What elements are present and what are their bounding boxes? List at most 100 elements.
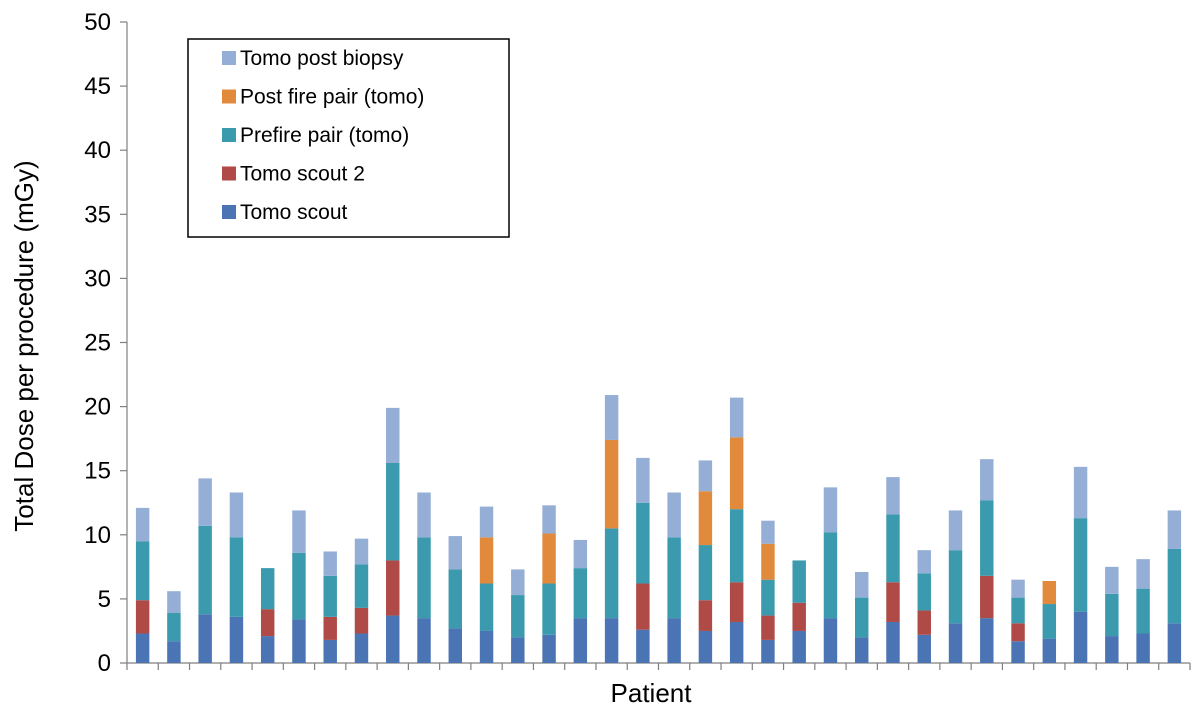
- bar-segment-prefire-pair-tomo: [511, 595, 525, 638]
- bar-segment-tomo-post-biopsy: [167, 591, 181, 614]
- bar-segment-tomo-scout-2: [636, 583, 650, 630]
- legend-label: Tomo post biopsy: [240, 47, 404, 70]
- bar-segment-tomo-post-biopsy: [886, 477, 900, 515]
- legend-swatch: [222, 51, 236, 65]
- bar-segment-prefire-pair-tomo: [729, 509, 744, 583]
- bar-segment-prefire-pair-tomo: [542, 583, 556, 635]
- y-axis-title: Total Dose per procedure (mGy): [9, 160, 39, 531]
- bar-segment-tomo-scout-2: [323, 616, 337, 640]
- bar-segment-tomo-scout: [917, 634, 931, 663]
- bar-segment-tomo-scout: [823, 618, 838, 663]
- bar-segment-tomo-post-biopsy: [604, 395, 619, 440]
- x-axis-title: Patient: [611, 678, 693, 708]
- bar-segment-tomo-scout: [980, 618, 994, 663]
- bar-segment-tomo-scout: [792, 630, 806, 663]
- bar-segment-tomo-post-biopsy: [1073, 466, 1088, 519]
- bar-segment-tomo-scout: [667, 618, 681, 663]
- bar-segment-prefire-pair-tomo: [917, 573, 931, 611]
- bar-segment-tomo-scout-2: [792, 602, 806, 631]
- bar-segment-tomo-post-biopsy: [448, 536, 463, 570]
- bar-segment-prefire-pair-tomo: [260, 568, 275, 610]
- bar-segment-prefire-pair-tomo: [980, 500, 994, 576]
- bar-segment-tomo-post-biopsy: [698, 460, 713, 492]
- bar-segment-prefire-pair-tomo: [229, 537, 244, 617]
- bar-segment-prefire-pair-tomo: [135, 541, 150, 601]
- bar-segment-prefire-pair-tomo: [167, 613, 181, 642]
- legend-swatch: [222, 89, 236, 104]
- y-tick-label: 45: [84, 73, 111, 100]
- bar-segment-tomo-post-biopsy: [636, 457, 650, 503]
- y-axis: 0 5 10 15 20 25 30 35 40 45 50: [84, 9, 128, 677]
- bar-segment-tomo-post-biopsy: [1136, 559, 1150, 589]
- bar-segment-tomo-scout: [135, 633, 150, 663]
- bar-segment-tomo-post-biopsy: [417, 492, 431, 538]
- bar-segment-tomo-post-biopsy: [292, 510, 306, 553]
- bars-group: [135, 395, 1182, 663]
- legend-label: Post fire pair (tomo): [240, 86, 424, 109]
- bar-segment-prefire-pair-tomo: [198, 525, 212, 615]
- legend-swatch: [222, 166, 236, 181]
- bar-segment-tomo-scout: [229, 616, 244, 663]
- bar-segment-tomo-scout: [354, 633, 369, 663]
- bar-segment-post-fire-pair-tomo: [698, 491, 713, 546]
- y-tick-label: 25: [84, 330, 111, 357]
- bar-segment-tomo-scout: [1073, 611, 1088, 663]
- y-tick-label: 15: [84, 458, 111, 485]
- bar-segment-prefire-pair-tomo: [823, 532, 838, 619]
- bar-segment-tomo-scout: [448, 628, 463, 663]
- bar-segment-prefire-pair-tomo: [1011, 597, 1025, 624]
- bar-segment-tomo-scout: [1136, 633, 1150, 663]
- bar-segment-tomo-scout-2: [980, 575, 994, 619]
- bar-segment-tomo-post-biopsy: [761, 520, 775, 544]
- bar-segment-tomo-scout-2: [886, 582, 900, 622]
- bar-segment-tomo-post-biopsy: [917, 550, 931, 574]
- legend: Tomo post biopsy Post fire pair (tomo) Pre…: [187, 38, 510, 238]
- bar-segment-tomo-post-biopsy: [511, 569, 525, 596]
- bar-segment-tomo-scout: [292, 619, 306, 663]
- bar-segment-prefire-pair-tomo: [323, 575, 337, 617]
- y-tick-label: 10: [84, 522, 111, 549]
- bar-segment-prefire-pair-tomo: [1073, 518, 1088, 612]
- bar-segment-tomo-scout-2: [135, 600, 150, 634]
- bar-segment-tomo-post-biopsy: [323, 551, 337, 576]
- bar-segment-tomo-scout: [479, 630, 494, 663]
- bar-segment-prefire-pair-tomo: [1042, 604, 1057, 639]
- bar-segment-prefire-pair-tomo: [448, 569, 463, 629]
- bar-segment-tomo-scout: [698, 630, 713, 663]
- bar-segment-prefire-pair-tomo: [886, 514, 900, 583]
- bar-segment-tomo-post-biopsy: [980, 459, 994, 501]
- bar-segment-post-fire-pair-tomo: [479, 537, 494, 584]
- bar-segment-prefire-pair-tomo: [292, 552, 306, 620]
- bar-segment-tomo-scout-2: [729, 582, 744, 622]
- bar-segment-post-fire-pair-tomo: [729, 437, 744, 510]
- bar-segment-tomo-post-biopsy: [1011, 579, 1025, 598]
- bar-segment-prefire-pair-tomo: [948, 550, 963, 624]
- bar-segment-tomo-scout: [386, 615, 400, 663]
- legend-label: Tomo scout 2: [240, 163, 365, 186]
- bar-segment-tomo-scout: [636, 629, 650, 663]
- bar-segment-prefire-pair-tomo: [417, 537, 431, 619]
- bar-segment-post-fire-pair-tomo: [542, 533, 556, 584]
- bar-segment-tomo-post-biopsy: [542, 505, 556, 534]
- bar-segment-tomo-post-biopsy: [667, 492, 681, 538]
- bar-segment-tomo-scout: [854, 637, 869, 663]
- y-tick-label: 0: [98, 650, 111, 677]
- bar-segment-post-fire-pair-tomo: [1042, 580, 1057, 605]
- legend-box: [187, 38, 510, 238]
- legend-label: Tomo scout: [240, 201, 348, 224]
- bar-segment-tomo-scout-2: [917, 610, 931, 635]
- bar-segment-tomo-scout-2: [386, 560, 400, 616]
- bar-segment-tomo-scout: [886, 621, 900, 663]
- bar-segment-prefire-pair-tomo: [573, 568, 588, 619]
- bar-segment-prefire-pair-tomo: [1136, 588, 1150, 634]
- bar-segment-tomo-scout: [542, 634, 556, 663]
- x-axis: [126, 662, 1191, 670]
- legend-swatch: [222, 205, 236, 219]
- bar-segment-tomo-post-biopsy: [479, 506, 494, 538]
- bar-segment-tomo-scout: [260, 636, 275, 663]
- bar-segment-tomo-scout: [1011, 641, 1025, 663]
- bar-segment-tomo-post-biopsy: [1105, 566, 1119, 594]
- y-tick-label: 40: [84, 137, 111, 164]
- bar-segment-prefire-pair-tomo: [761, 579, 775, 616]
